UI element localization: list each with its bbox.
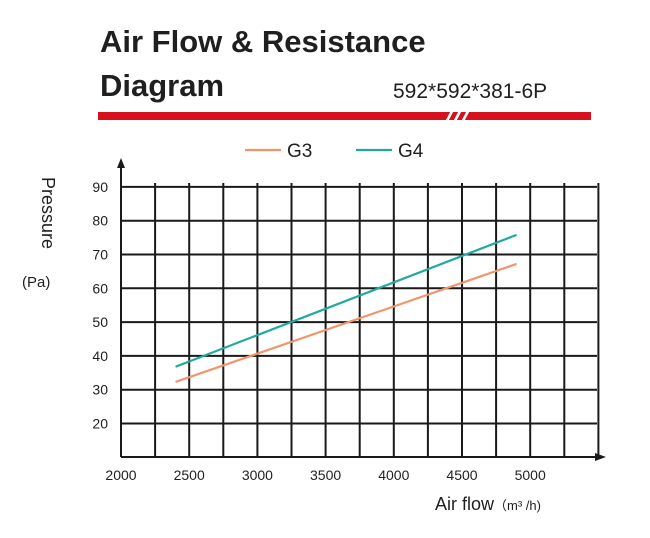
- y-tick-label: 30: [92, 382, 108, 398]
- series-line-g4: [175, 233, 517, 368]
- x-axis-arrow: [595, 453, 606, 461]
- y-tick-label: 40: [92, 348, 108, 364]
- chart-title-line-1: Air Flow & Resistance: [100, 24, 426, 59]
- y-axis-label: Pressure: [38, 177, 58, 250]
- x-axis-label-group: Air flow（m³ /h): [435, 494, 541, 515]
- legend: G3 G4: [245, 141, 424, 162]
- y-tick-label: 70: [92, 247, 108, 263]
- x-axis-unit: （m³ /h): [494, 498, 541, 513]
- y-tick-label: 60: [92, 280, 108, 296]
- x-tick-label: 5000: [515, 467, 546, 483]
- series-line-g3: [175, 262, 517, 383]
- x-tick-label: 4000: [378, 467, 409, 483]
- legend-label-g3: G3: [287, 141, 312, 162]
- y-tick-label: 50: [92, 314, 108, 330]
- y-axis-unit: (Pa): [22, 274, 51, 291]
- x-tick-label: 2000: [105, 467, 136, 483]
- y-tick-label: 20: [92, 416, 108, 432]
- series-lines: [175, 233, 517, 383]
- x-tick-label: 2500: [174, 467, 205, 483]
- x-axis-label: Air flow: [435, 494, 495, 514]
- y-tick-label: 90: [92, 179, 108, 195]
- grid-lines: [121, 183, 600, 457]
- model-number: 592*592*381-6P: [393, 80, 548, 103]
- chart-title-line-2: Diagram: [100, 68, 225, 103]
- x-tick-label: 4500: [446, 467, 477, 483]
- y-tick-label: 80: [92, 213, 108, 229]
- tick-labels: 20 30 40 50 60 70 80 90 2000 2500 3000 3500 4000 4500…: [92, 179, 546, 483]
- legend-label-g4: G4: [398, 141, 424, 162]
- x-tick-label: 3500: [310, 467, 341, 483]
- axes: [117, 158, 606, 461]
- x-tick-label: 3000: [242, 467, 273, 483]
- y-axis-arrow: [117, 158, 125, 168]
- title-underline-bar: [98, 112, 591, 120]
